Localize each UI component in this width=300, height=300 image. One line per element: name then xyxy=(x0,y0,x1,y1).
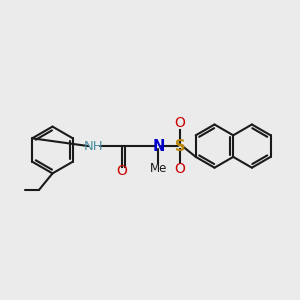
Text: O: O xyxy=(175,116,185,130)
Text: NH: NH xyxy=(84,140,104,153)
Text: O: O xyxy=(116,164,127,178)
Text: O: O xyxy=(175,162,185,176)
Text: S: S xyxy=(175,139,185,154)
Text: N: N xyxy=(152,139,165,154)
Text: Me: Me xyxy=(150,161,167,175)
